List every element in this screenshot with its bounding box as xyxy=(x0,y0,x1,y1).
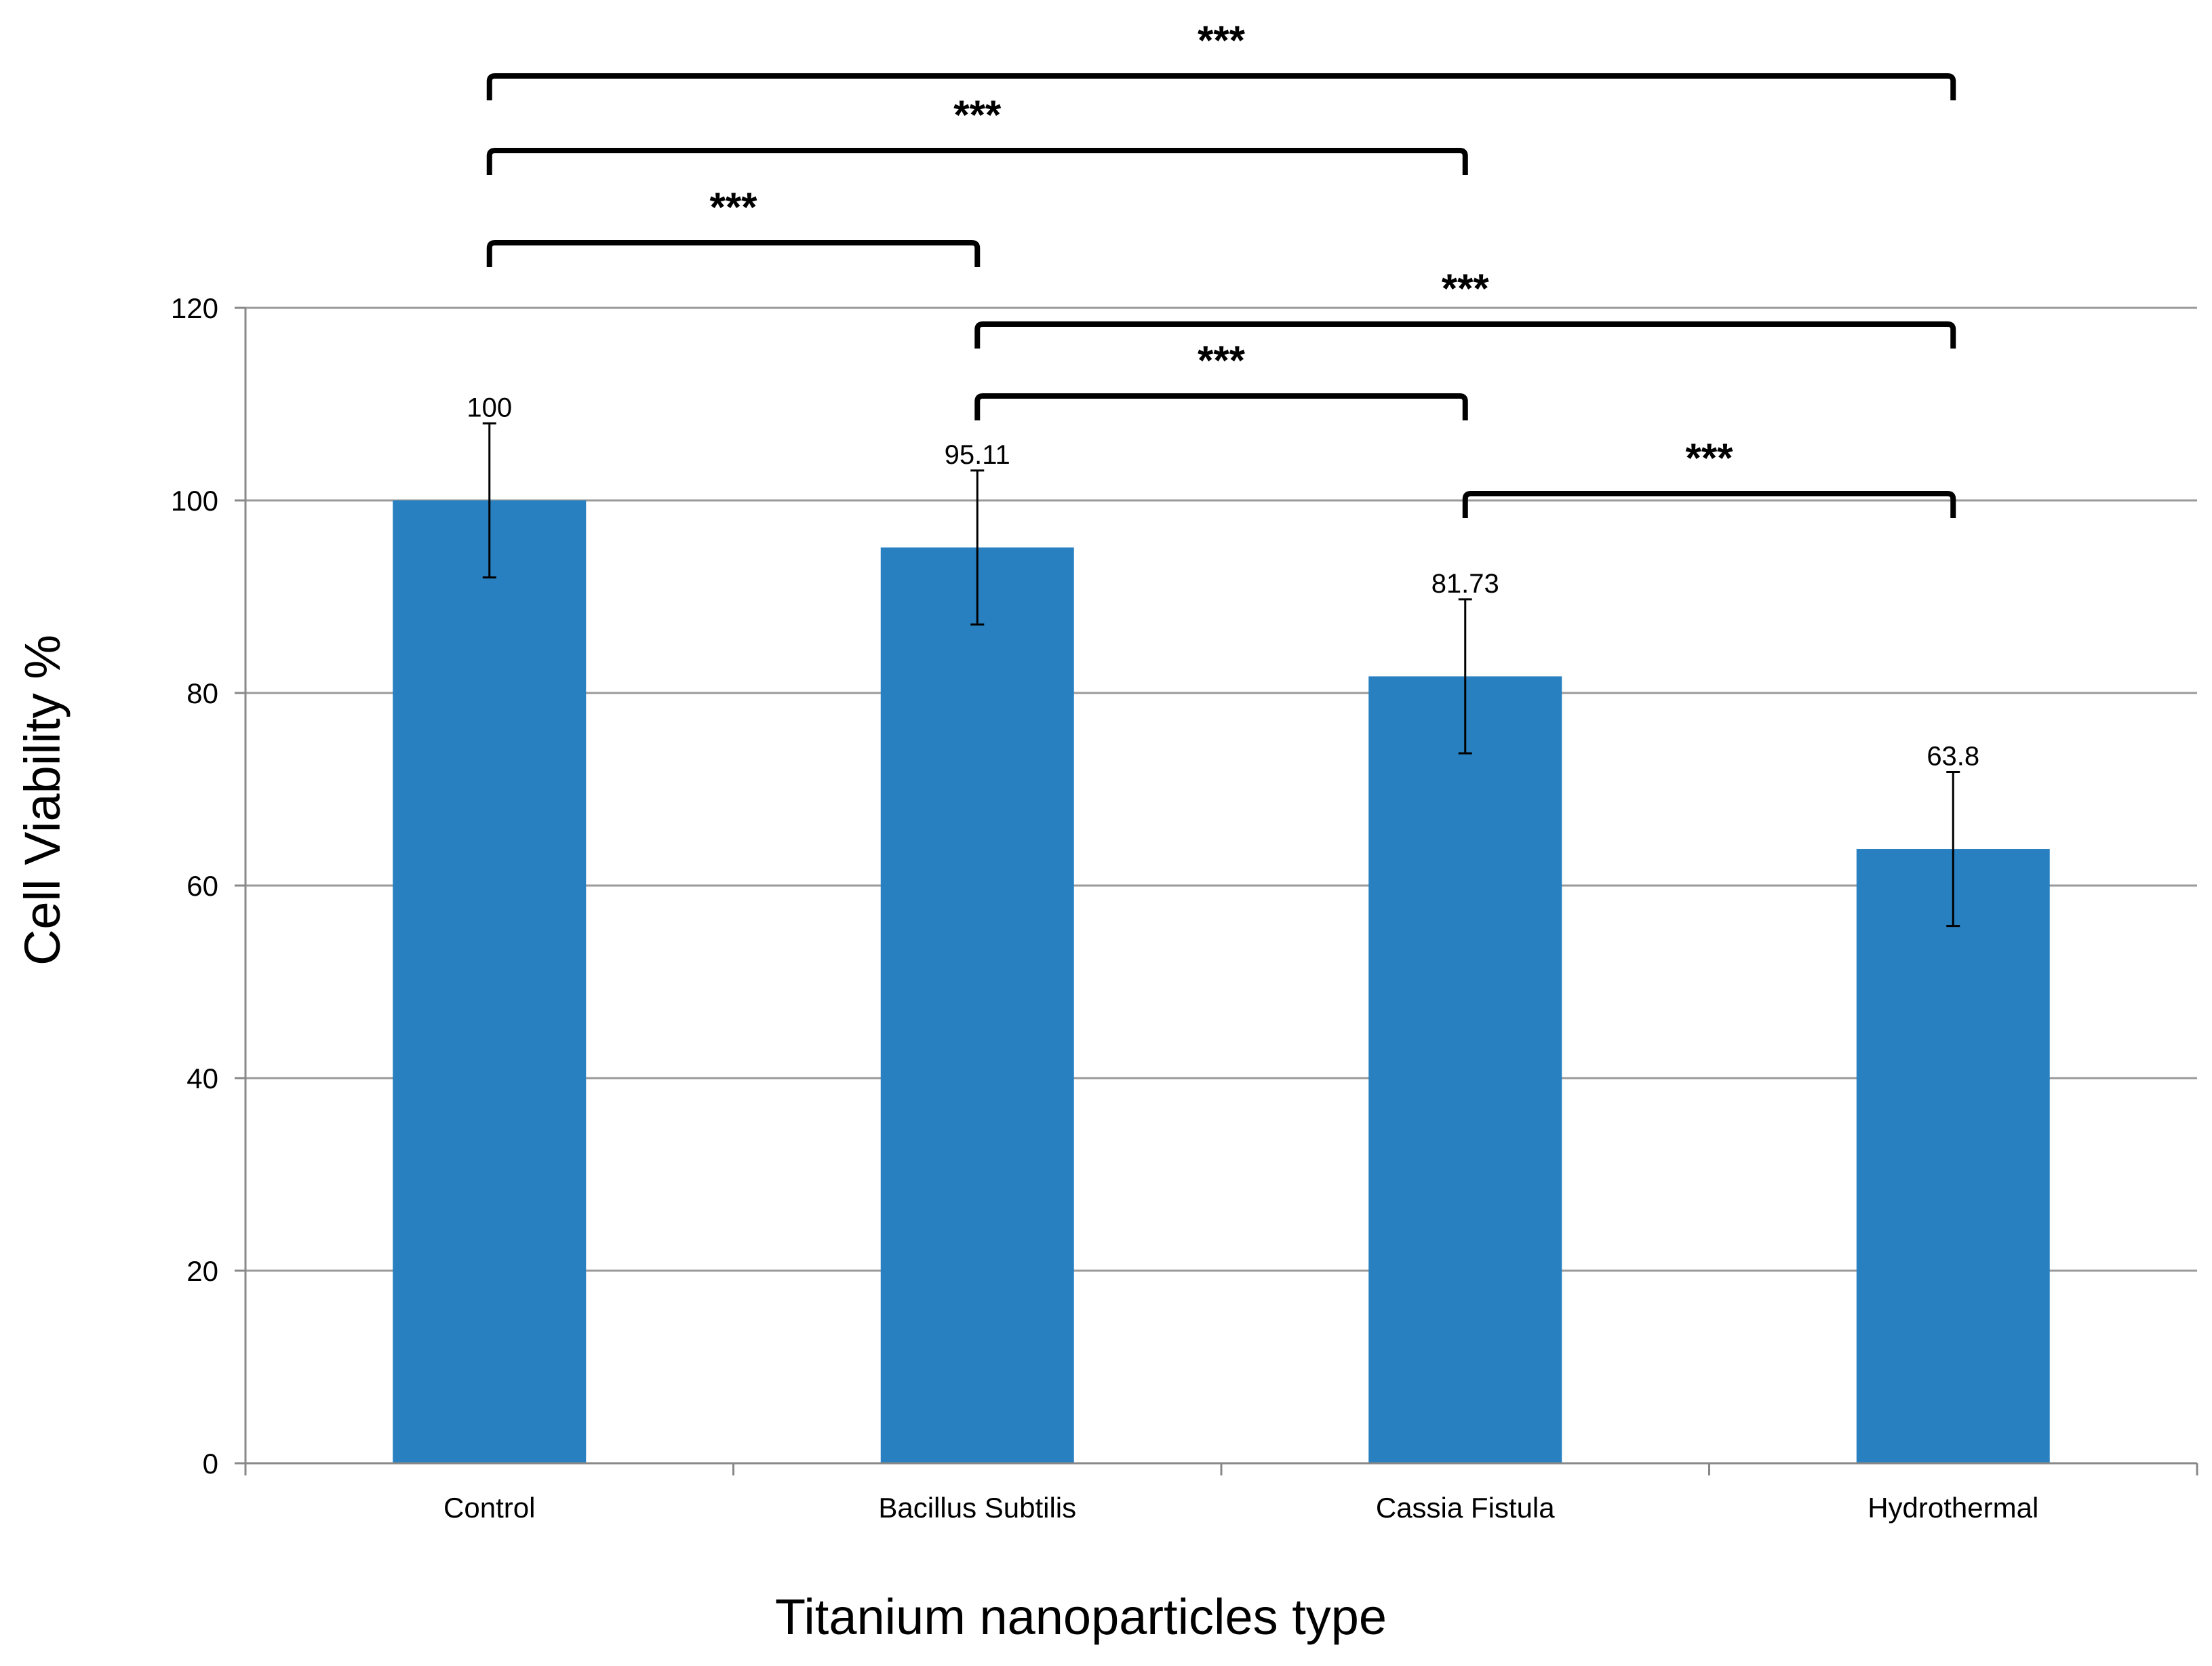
significance-label: *** xyxy=(709,184,757,230)
significance-label: *** xyxy=(1198,18,1246,63)
x-axis-title: Titanium nanoparticles type xyxy=(775,1589,1387,1645)
y-tick-label: 120 xyxy=(171,292,218,324)
significance-bracket xyxy=(974,321,1956,349)
data-label: 63.8 xyxy=(1927,741,1979,771)
data-labels: 100 Control 95.11 Bacillus Subtilis 81.73 Cas… xyxy=(443,393,2038,1524)
bar xyxy=(880,547,1074,1463)
data-label: 100 xyxy=(467,393,512,422)
significance-bracket xyxy=(1462,491,1956,518)
bar xyxy=(393,500,587,1463)
axes: 0 20 40 60 80 100 120 xyxy=(171,292,2198,1480)
significance-brackets: *** *** *** *** *** *** xyxy=(486,18,1956,518)
significance-bracket xyxy=(486,73,1956,100)
significance-label: *** xyxy=(953,92,1002,138)
data-label: 81.73 xyxy=(1431,569,1499,599)
y-axis-title: Cell Viability % xyxy=(14,635,71,966)
error-bars xyxy=(482,422,1960,928)
y-tick-label: 60 xyxy=(186,870,218,902)
category-label: Cassia Fistula xyxy=(1376,1492,1555,1524)
y-tick-label: 20 xyxy=(186,1255,218,1287)
significance-bracket xyxy=(974,393,1468,420)
category-label: Bacillus Subtilis xyxy=(878,1492,1076,1524)
category-label: Hydrothermal xyxy=(1868,1492,2038,1524)
y-tick-label: 40 xyxy=(186,1063,218,1094)
y-tick-label: 0 xyxy=(203,1448,218,1480)
y-tick-label: 80 xyxy=(186,677,218,709)
bar xyxy=(1368,676,1562,1463)
y-tick-label: 100 xyxy=(171,485,218,517)
significance-label: *** xyxy=(1442,266,1490,311)
significance-bracket xyxy=(486,148,1468,175)
bars xyxy=(393,500,2050,1463)
significance-label: *** xyxy=(1198,338,1246,383)
significance-bracket xyxy=(486,240,981,267)
significance-label: *** xyxy=(1685,435,1733,481)
category-label: Control xyxy=(443,1492,535,1524)
data-label: 95.11 xyxy=(945,440,1010,470)
bar xyxy=(1856,849,2050,1463)
